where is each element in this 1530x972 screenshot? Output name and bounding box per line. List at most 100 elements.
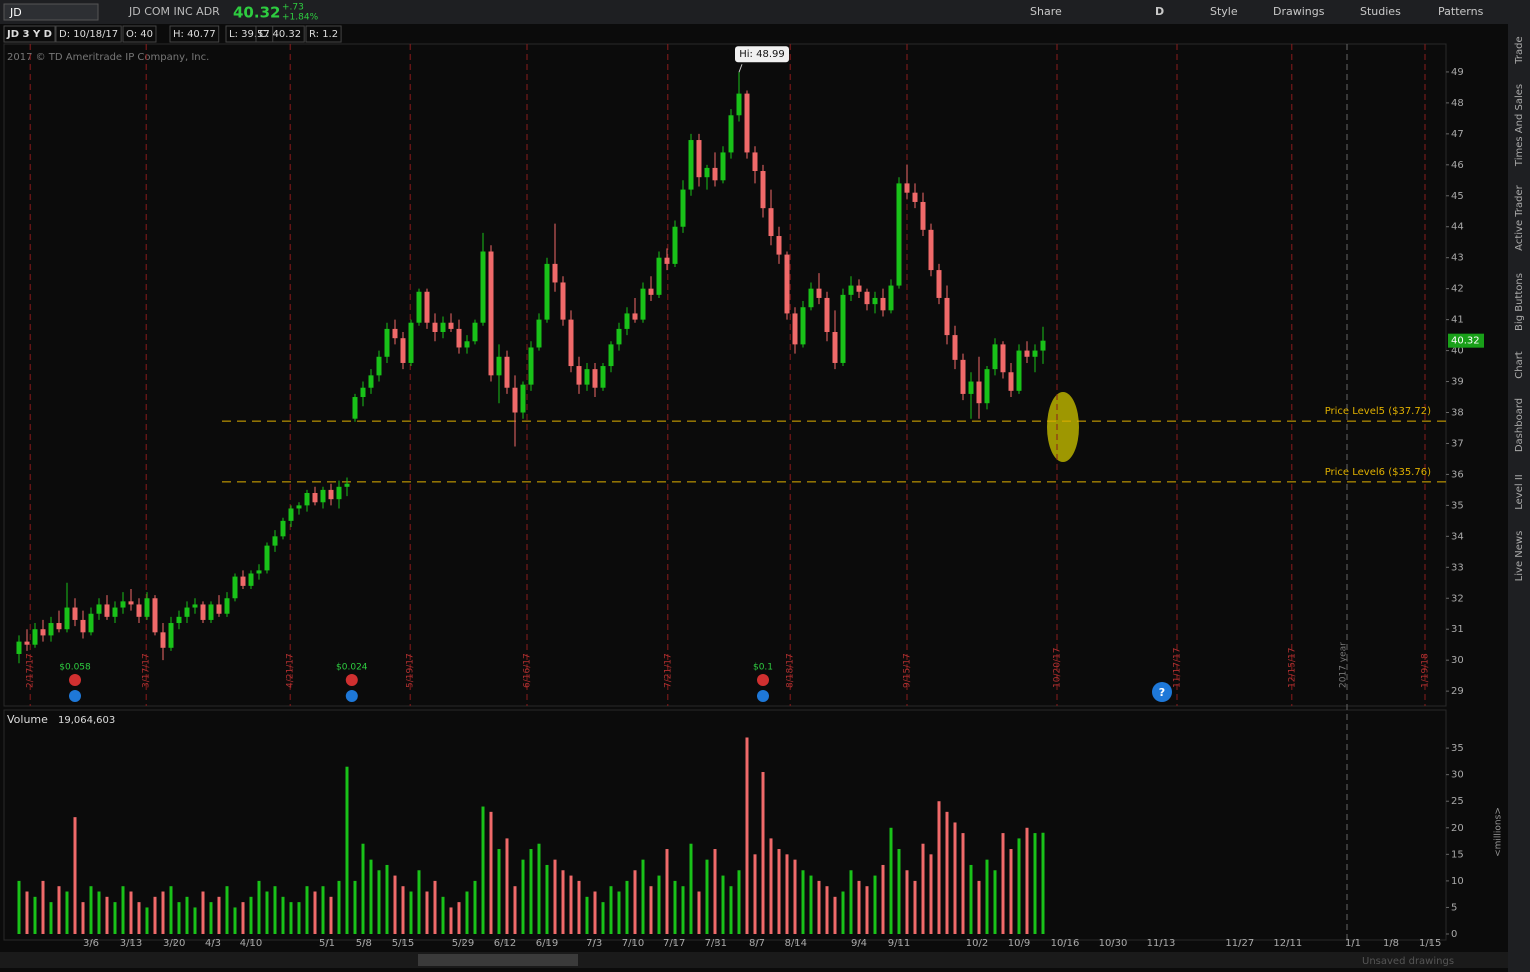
info-item: R: 1.2 bbox=[309, 29, 338, 40]
candle-body bbox=[208, 604, 214, 620]
candle-body bbox=[360, 387, 366, 398]
candle-body bbox=[928, 229, 934, 271]
dividend-icon[interactable] bbox=[757, 674, 769, 686]
volume-bar bbox=[617, 891, 621, 934]
earnings-icon[interactable] bbox=[345, 690, 358, 702]
last-price-tag bbox=[1448, 333, 1484, 348]
dividend-icon[interactable] bbox=[69, 674, 81, 686]
info-box bbox=[305, 25, 342, 43]
volume-title: Volume bbox=[7, 713, 48, 726]
info-box bbox=[3, 25, 56, 43]
volume-bar bbox=[225, 886, 229, 934]
x-tick-label: 10/16 bbox=[1051, 938, 1080, 949]
earnings-icon[interactable] bbox=[757, 690, 769, 702]
help-icon-glyph[interactable]: ? bbox=[1159, 686, 1165, 699]
volume-bar bbox=[817, 880, 821, 934]
volume-bar bbox=[1041, 832, 1045, 934]
sidebar-tab[interactable]: Chart bbox=[1514, 351, 1525, 379]
candle-body bbox=[1024, 350, 1030, 357]
volume-bar bbox=[353, 880, 357, 934]
dividend-icon[interactable] bbox=[345, 674, 358, 686]
candle-body bbox=[720, 152, 726, 181]
volume-bar bbox=[81, 902, 85, 934]
candle-body bbox=[440, 322, 446, 333]
candle-body bbox=[936, 270, 942, 298]
volume-bar bbox=[609, 886, 613, 934]
candle-body bbox=[424, 291, 430, 323]
toolbar-studies[interactable]: Studies bbox=[1360, 5, 1401, 18]
candle-body bbox=[248, 573, 254, 586]
x-tick-label: 9/4 bbox=[851, 938, 867, 949]
symbol[interactable]: JD bbox=[9, 6, 22, 19]
candle-body bbox=[504, 356, 510, 388]
candle-body bbox=[112, 607, 118, 617]
volume-bar bbox=[345, 766, 349, 934]
x-tick-label: 4/10 bbox=[240, 938, 262, 949]
x-tick-label: 6/19 bbox=[536, 938, 558, 949]
candle-body bbox=[544, 263, 550, 320]
sidebar-tab[interactable]: Big Buttons bbox=[1514, 273, 1525, 331]
volume-bar bbox=[217, 896, 221, 934]
volume-bar bbox=[529, 849, 533, 934]
expiration-label: 5/19/17 bbox=[406, 653, 416, 688]
volume-bar bbox=[881, 864, 885, 934]
y-tick-label: 35 bbox=[1451, 500, 1464, 511]
toolbar-share[interactable]: Share bbox=[1030, 5, 1062, 18]
candle-body bbox=[128, 601, 134, 605]
info-box bbox=[255, 25, 305, 43]
volume-bar bbox=[689, 843, 693, 934]
candle-body bbox=[256, 570, 262, 574]
volume-bar bbox=[121, 886, 125, 934]
candle-body bbox=[72, 607, 78, 620]
sidebar-tab[interactable]: Dashboard bbox=[1514, 398, 1525, 452]
scroll-thumb[interactable] bbox=[418, 954, 578, 966]
volume-bar bbox=[97, 891, 101, 934]
volume-bar bbox=[409, 891, 413, 934]
y-tick-label: 15 bbox=[1451, 849, 1464, 860]
sidebar-tab[interactable]: Active Trader bbox=[1514, 184, 1525, 250]
volume-bar bbox=[433, 880, 437, 934]
sidebar-tab[interactable]: Level II bbox=[1514, 474, 1525, 509]
candle-body bbox=[552, 263, 558, 283]
sidebar-tab[interactable]: Trade bbox=[1514, 36, 1525, 64]
volume-bar bbox=[993, 870, 997, 934]
candle-body bbox=[744, 93, 750, 153]
y-tick-label: 32 bbox=[1451, 593, 1464, 604]
volume-bar bbox=[977, 880, 981, 934]
toolbar-period[interactable]: D bbox=[1155, 5, 1164, 18]
candle-body bbox=[600, 366, 606, 388]
info-item: C: 40.32 bbox=[259, 29, 301, 40]
candle-body bbox=[408, 322, 414, 363]
volume-bar bbox=[153, 896, 157, 934]
toolbar-drawings[interactable]: Drawings bbox=[1273, 5, 1325, 18]
candle-body bbox=[120, 601, 126, 608]
candle-body bbox=[280, 520, 286, 537]
sidebar-tab[interactable]: Live News bbox=[1514, 531, 1525, 582]
candle-body bbox=[232, 576, 238, 599]
candle-body bbox=[400, 338, 406, 363]
volume-bar bbox=[577, 880, 581, 934]
candle-body bbox=[176, 616, 182, 624]
volume-bar bbox=[889, 827, 893, 934]
candle-body bbox=[584, 369, 590, 385]
x-tick-label: 7/10 bbox=[622, 938, 644, 949]
help-icon[interactable] bbox=[1152, 682, 1172, 702]
scrollbar[interactable] bbox=[0, 952, 1508, 968]
volume-unit: <millions> bbox=[1494, 807, 1504, 857]
symbol-box[interactable] bbox=[3, 3, 99, 21]
candle-body bbox=[944, 297, 950, 336]
volume-bar bbox=[425, 891, 429, 934]
sidebar-tab[interactable]: Times And Sales bbox=[1514, 84, 1525, 167]
volume-bar bbox=[241, 902, 245, 934]
y-tick-label: 45 bbox=[1451, 191, 1464, 202]
toolbar-patterns[interactable]: Patterns bbox=[1438, 5, 1484, 18]
toolbar-style[interactable]: Style bbox=[1210, 5, 1238, 18]
copyright: 2017 © TD Ameritrade IP Company, Inc. bbox=[7, 52, 209, 63]
x-tick-label: 10/9 bbox=[1008, 938, 1030, 949]
earnings-icon[interactable] bbox=[69, 690, 81, 702]
volume-bar bbox=[89, 886, 93, 934]
footer-status: Unsaved drawings bbox=[1362, 956, 1454, 967]
candle-body bbox=[80, 619, 86, 633]
volume-bar bbox=[833, 896, 837, 934]
